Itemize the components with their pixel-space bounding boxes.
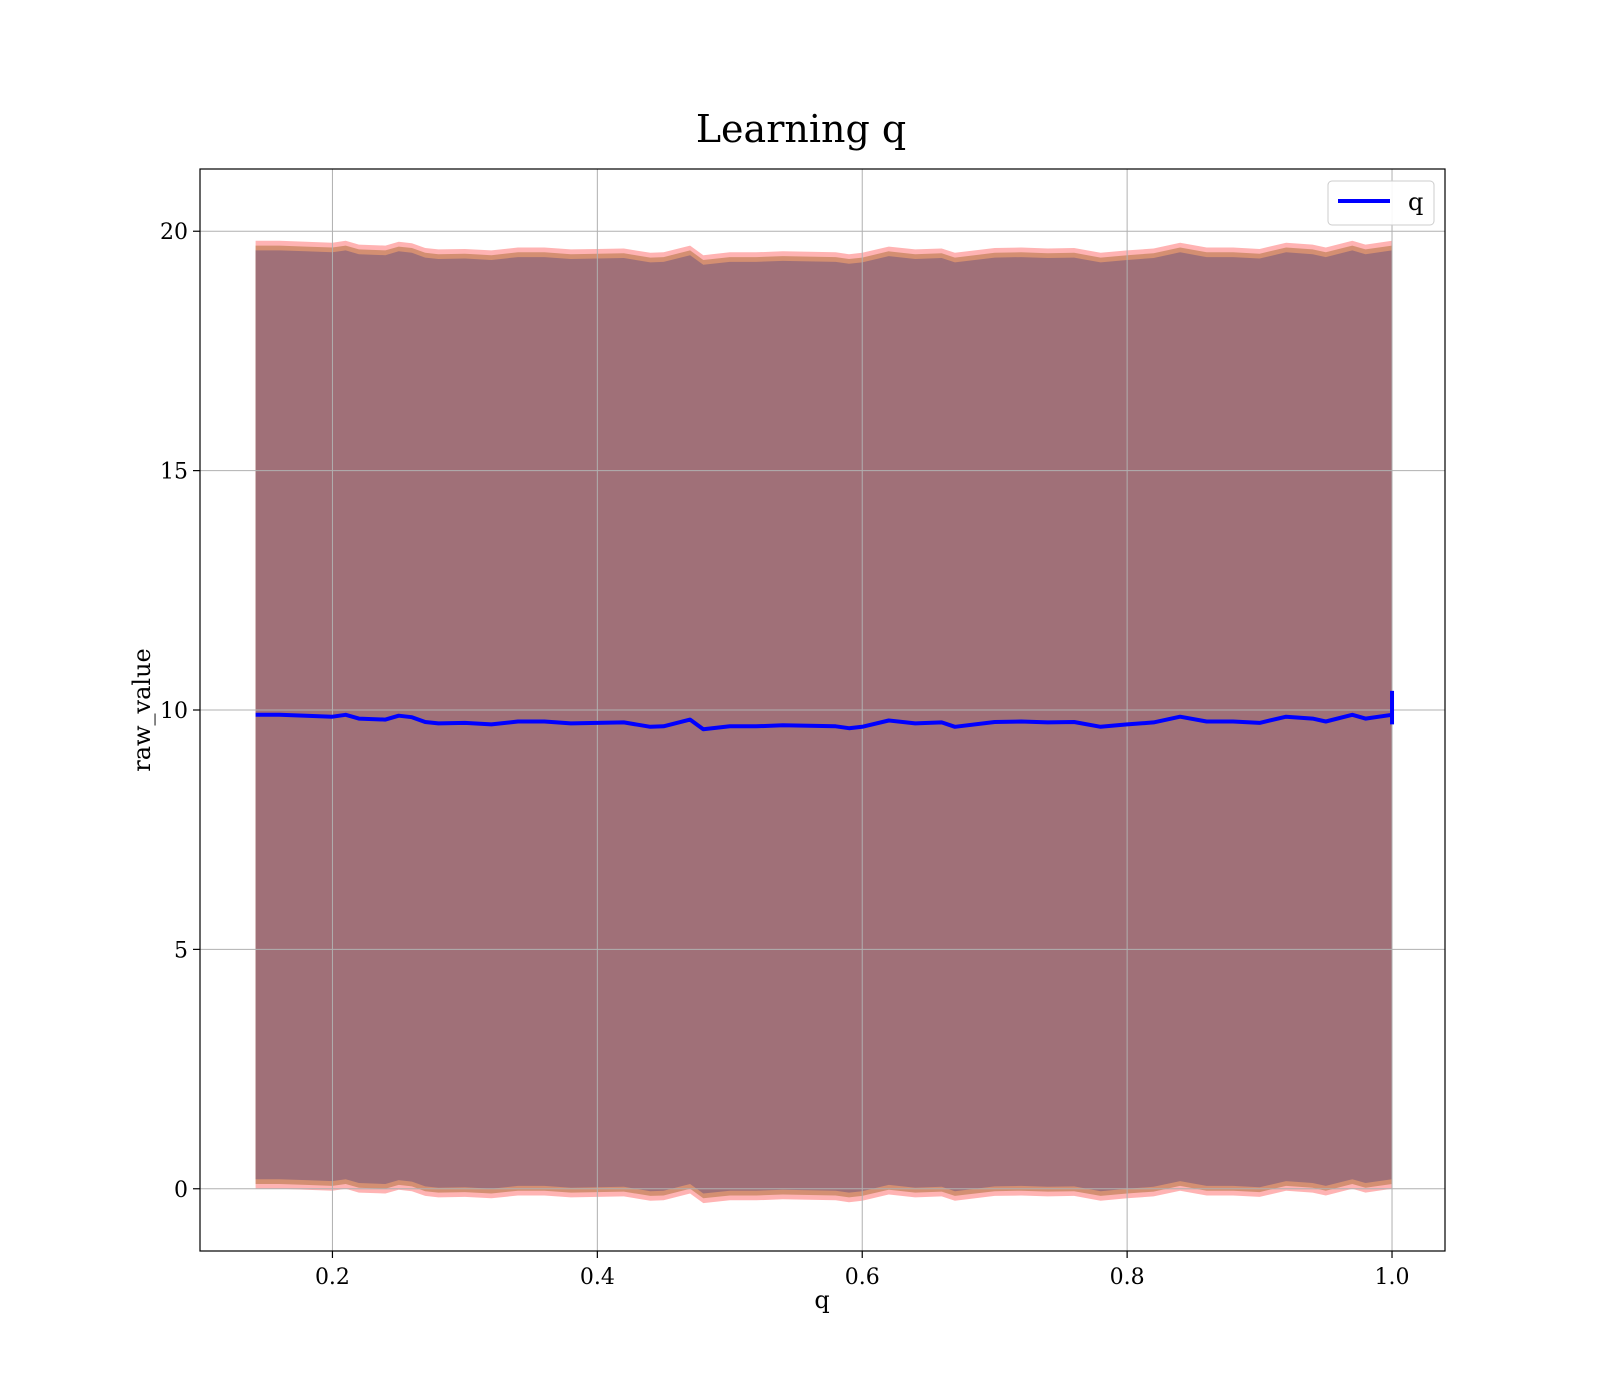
y-axis-label: raw_value (128, 648, 156, 772)
x-tick-label-4: 1.0 (1375, 1265, 1410, 1290)
x-axis-label: q (814, 1286, 829, 1314)
x-tick-label-2: 0.6 (845, 1265, 880, 1290)
band-inner (255, 250, 1393, 1194)
x-tick-label-0: 0.2 (315, 1265, 350, 1290)
y-tick-label-2: 10 (160, 699, 188, 724)
confidence-bands (255, 240, 1393, 1204)
grid-lines (200, 169, 1445, 1251)
y-tick-label-1: 5 (174, 938, 188, 963)
legend-label-q: q (1408, 188, 1423, 216)
series-line-q (255, 712, 1393, 732)
x-axis-ticks: 0.2 0.4 0.6 0.8 1.0 (315, 1251, 1410, 1290)
legend: q (1327, 180, 1435, 226)
y-tick-label-0: 0 (174, 1178, 188, 1203)
y-tick-label-4: 20 (160, 220, 188, 245)
x-tick-label-1: 0.4 (580, 1265, 615, 1290)
y-axis-ticks: 0 5 10 15 20 (160, 220, 200, 1203)
chart-title: Learning q (696, 107, 906, 151)
series-lines (255, 690, 1395, 732)
y-tick-label-3: 15 (160, 460, 188, 485)
x-tick-label-3: 0.8 (1110, 1265, 1145, 1290)
